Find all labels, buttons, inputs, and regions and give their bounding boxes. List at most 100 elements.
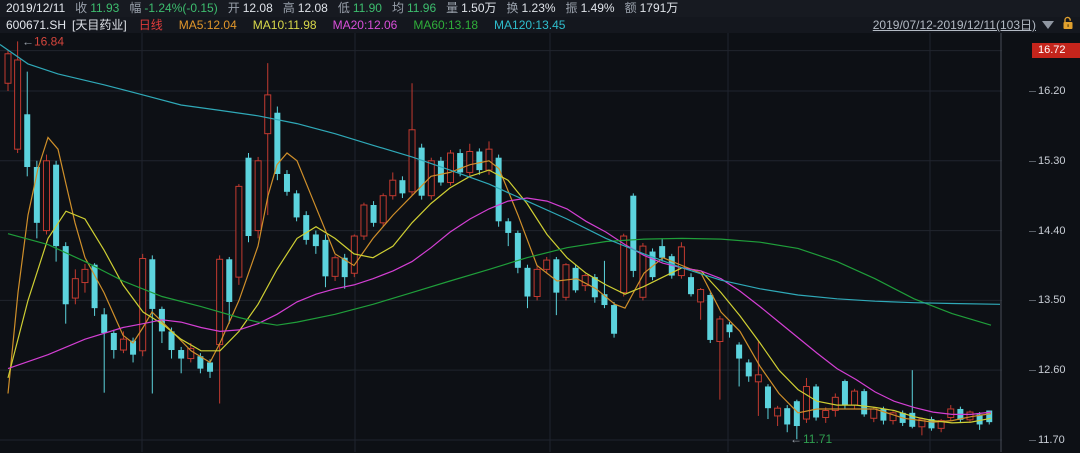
- candle-body-down: [312, 234, 319, 247]
- candle-body-up: [802, 385, 810, 420]
- period-daily-label[interactable]: 日线: [138, 18, 163, 32]
- candle-body-down: [283, 173, 290, 192]
- candle-body-down: [130, 340, 137, 355]
- quote-field-label: 换: [506, 1, 519, 15]
- quote-field-label: 振: [565, 1, 578, 15]
- candle-body-up: [677, 246, 685, 277]
- ma-label: MA60:13.18: [413, 18, 479, 32]
- stock-symbol: 600671.SH: [6, 18, 67, 32]
- candle-body-down: [688, 277, 695, 295]
- candle-body-down: [736, 344, 743, 359]
- candle-body-up: [379, 195, 387, 224]
- candle-body-down: [303, 215, 310, 240]
- candle-body-down: [841, 381, 848, 406]
- candle-body-down: [880, 408, 887, 421]
- caret-down-icon[interactable]: [1042, 21, 1054, 29]
- candle-body-up: [562, 264, 570, 298]
- candle-body-up: [754, 374, 762, 383]
- candle-body-down: [457, 153, 464, 173]
- candle-body-down: [322, 239, 329, 277]
- candle-body-down: [53, 164, 60, 247]
- candle-body-down: [649, 251, 656, 278]
- quote-bar: 2019/12/11 收 11.93 幅 -1.24%(-0.15) 开 12.08 高 12.…: [0, 0, 1080, 17]
- candle-body-down: [726, 324, 733, 333]
- candle-body-down: [62, 246, 69, 305]
- ma-line-ma5: [7, 136, 992, 423]
- candle-body-up: [187, 347, 195, 360]
- low-marker-arrow: ←: [790, 432, 802, 446]
- quote-field-value: 1.49%: [580, 1, 615, 15]
- quote-field-label: 额: [624, 1, 637, 15]
- candle-body-up: [14, 59, 22, 150]
- candle-body-up: [360, 204, 368, 237]
- candle-body-down: [784, 408, 791, 425]
- quote-field-label: 高: [282, 1, 295, 15]
- quote-field-value: 11.90: [352, 1, 382, 15]
- candlestick-chart[interactable]: ← 16.84← 11.71: [0, 33, 1002, 453]
- candle-body-up: [581, 275, 589, 287]
- quote-field-label: 低: [337, 1, 350, 15]
- candle-body-up: [851, 390, 859, 406]
- candle-body-down: [745, 362, 752, 377]
- quote-field-value: 1.50万: [461, 1, 497, 15]
- candle-body-up: [697, 289, 705, 303]
- candle-body-down: [659, 246, 666, 258]
- date-range-selector[interactable]: 2019/07/12-2019/12/11(103日): [872, 18, 1036, 32]
- axis-price-label: 16.20: [1038, 85, 1066, 97]
- candle-body-up: [918, 418, 926, 428]
- candle-body-up: [4, 53, 12, 84]
- axis-tick: [1029, 370, 1036, 372]
- quote-field-label: 均: [391, 1, 404, 15]
- candle-body-up: [485, 148, 493, 171]
- candle-body-down: [399, 180, 406, 194]
- unlock-icon[interactable]: [1062, 16, 1074, 34]
- candle-body-down: [91, 264, 98, 309]
- quote-field-value: -1.24%(-0.15): [144, 1, 218, 15]
- candle-body-down: [168, 331, 175, 351]
- axis-tick: [1029, 230, 1036, 232]
- candle-body-up: [774, 407, 782, 417]
- candle-body-down: [553, 259, 560, 293]
- candle-body-down: [611, 305, 618, 334]
- quote-field-value: 1.23%: [521, 1, 556, 15]
- candle-body-down: [986, 410, 993, 423]
- axis-tick: [1029, 300, 1036, 302]
- candle-body-up: [331, 257, 339, 277]
- candle-body-up: [81, 268, 89, 284]
- candle-body-down: [928, 419, 935, 429]
- candle-body-up: [42, 160, 50, 232]
- candle-body-down: [601, 294, 608, 306]
- candle-body-down: [476, 151, 483, 171]
- candle-body-down: [793, 401, 800, 427]
- candle-body-down: [274, 112, 281, 174]
- quote-date: 2019/12/11: [6, 1, 66, 15]
- quote-field-value: 12.08: [297, 1, 328, 15]
- candle-body-down: [341, 257, 348, 278]
- ma-line-ma60: [7, 233, 992, 326]
- candle-body-up: [119, 338, 127, 351]
- high-marker-label: 16.84: [34, 34, 64, 48]
- candle-body-up: [71, 278, 79, 299]
- candle-body-up: [254, 160, 262, 232]
- candle-body-up: [466, 150, 474, 173]
- candle-body-down: [178, 350, 185, 359]
- chart-toolbar: 600671.SH [天目药业] 日线 MA5:12.04 MA10:11.98 M…: [0, 16, 1080, 34]
- candle-body-down: [861, 391, 868, 415]
- candle-body-up: [947, 408, 955, 418]
- axis-highlight-badge: 16.72: [1032, 43, 1080, 59]
- candle-body-down: [813, 386, 820, 418]
- candle-body-up: [937, 420, 945, 429]
- chart-area: ← 16.84 ← 11.71 16.72 16.20 15.30 14.40 13.50 12…: [0, 33, 1080, 453]
- axis-price-label: 11.70: [1038, 433, 1065, 446]
- stock-name: [天目药业]: [72, 18, 127, 32]
- quote-field-label: 幅: [129, 1, 142, 15]
- quote-field-value: 1791万: [639, 1, 679, 15]
- candle-body-up: [264, 94, 272, 135]
- candle-body-down: [630, 195, 637, 271]
- candle-body-up: [716, 318, 724, 342]
- candle-body-down: [293, 193, 300, 218]
- quote-field-label: 量: [446, 1, 459, 15]
- candle-body-up: [620, 235, 628, 294]
- axis-price-label: 12.60: [1038, 364, 1066, 377]
